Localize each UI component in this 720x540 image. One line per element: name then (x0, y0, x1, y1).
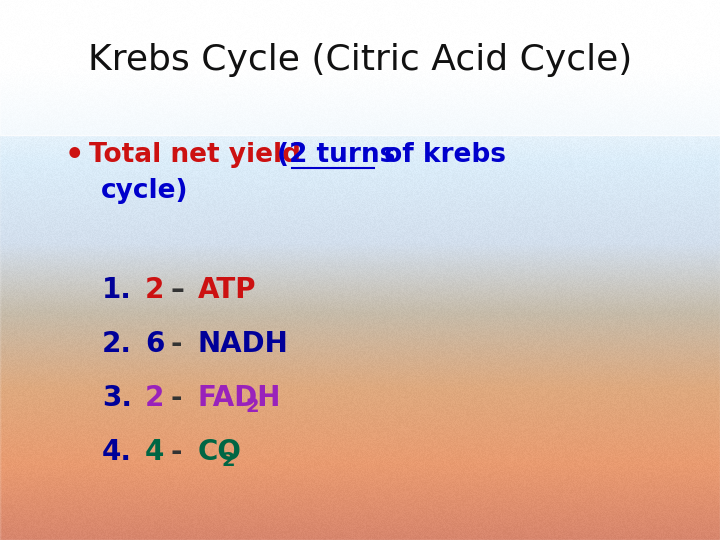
Text: 2: 2 (145, 384, 164, 412)
Text: CO: CO (198, 438, 242, 466)
Text: 2: 2 (145, 276, 164, 304)
Text: cycle): cycle) (101, 178, 189, 204)
Text: -: - (170, 438, 181, 466)
Text: •: • (65, 140, 84, 170)
Text: –: – (170, 276, 184, 304)
Text: ATP: ATP (198, 276, 256, 304)
Text: Krebs Cycle (Citric Acid Cycle): Krebs Cycle (Citric Acid Cycle) (88, 43, 632, 77)
Text: 2.: 2. (102, 330, 132, 358)
Text: -: - (170, 330, 181, 358)
Text: 4.: 4. (102, 438, 132, 466)
Bar (0, 135, 720, 540)
Text: NADH: NADH (198, 330, 289, 358)
Text: 2: 2 (222, 451, 235, 470)
Text: 2: 2 (246, 397, 258, 416)
Text: 4: 4 (145, 438, 164, 466)
Text: 6: 6 (145, 330, 164, 358)
Text: 3.: 3. (102, 384, 132, 412)
Text: Total net yield: Total net yield (89, 142, 310, 168)
Text: -: - (170, 384, 181, 412)
Text: of krebs: of krebs (375, 142, 506, 168)
Text: 1.: 1. (102, 276, 132, 304)
Bar (0, 0, 720, 135)
Text: FADH: FADH (198, 384, 282, 412)
Text: (2 turns: (2 turns (277, 142, 395, 168)
